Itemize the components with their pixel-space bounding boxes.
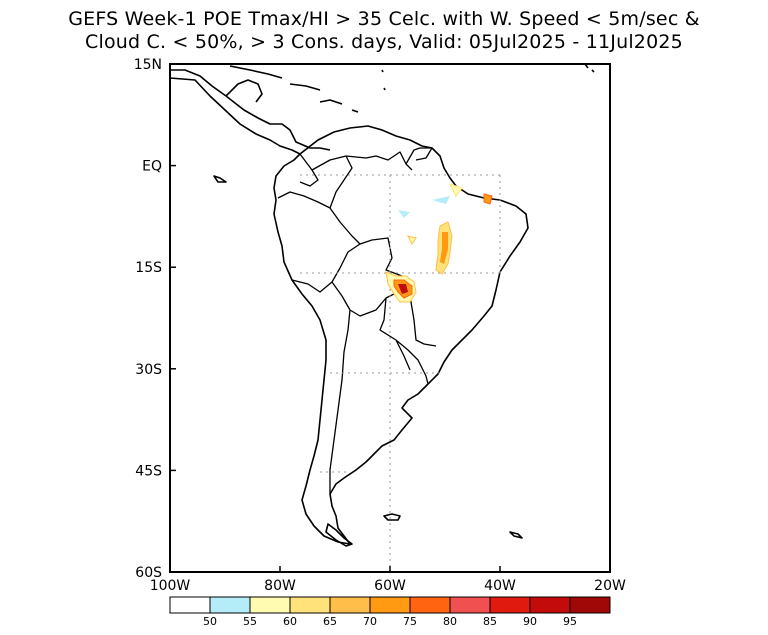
colorbar-swatch [169, 596, 211, 614]
contour-amazon-light [449, 183, 463, 197]
lon-tick-label: 80W [264, 578, 296, 594]
central-america-coast [169, 69, 331, 155]
colorbar-swatch [529, 596, 571, 614]
contour-high-pantanal-core [398, 284, 408, 294]
lon-tick-label: 20W [594, 578, 626, 594]
colorbar-label: 90 [523, 615, 537, 628]
galapagos [213, 175, 227, 183]
tierra-del-fuego [325, 523, 353, 547]
lat-tick-label: 15S [135, 260, 162, 276]
colorbar-swatch [289, 596, 331, 614]
contour-central-brazil-inner [440, 232, 448, 264]
coastlines-and-borders [169, 63, 595, 547]
lon-tick-label: 40W [484, 578, 516, 594]
colorbar-swatch [329, 596, 371, 614]
yucatan-coast [225, 79, 263, 103]
lon-tick-label: 60W [374, 578, 406, 594]
colorbar-label: 70 [363, 615, 377, 628]
south-america-coast [273, 125, 529, 545]
south-georgia [509, 531, 523, 539]
map-title-line-1: GEFS Week-1 POE Tmax/HI > 35 Celc. with … [68, 8, 700, 30]
country-borders [277, 147, 437, 494]
colorbar-swatch [369, 596, 411, 614]
contour-northeast [483, 193, 493, 205]
colorbar-label: 65 [323, 615, 337, 628]
colorbar-label: 60 [283, 615, 297, 628]
colorbar-label: 80 [443, 615, 457, 628]
latitude-axis: 15N EQ 15S 30S 45S 60S [134, 57, 176, 581]
colorbar-swatch [489, 596, 531, 614]
contour-amazon-cyan-2 [432, 196, 450, 204]
colorbar-label: 85 [483, 615, 497, 628]
lat-tick-label: 15N [134, 57, 162, 73]
lon-tick-label: 100W [150, 578, 191, 594]
contour-mato-grosso [407, 235, 417, 245]
colorbar-label: 95 [563, 615, 577, 628]
caribbean-islands [229, 63, 595, 113]
colorbar-label: 50 [203, 615, 217, 628]
falkland-islands [383, 513, 401, 521]
colorbar-swatch [249, 596, 291, 614]
probability-contours [385, 183, 493, 303]
map-frame [169, 63, 611, 573]
lat-tick-label: 60S [135, 565, 162, 581]
colorbar-swatch [449, 596, 491, 614]
colorbar-swatch [209, 596, 251, 614]
contour-amazon-cyan-1 [398, 210, 410, 218]
colorbar-swatch [569, 596, 611, 614]
gridlines [300, 174, 501, 572]
lat-tick-label: EQ [142, 159, 162, 175]
colorbar-label: 75 [403, 615, 417, 628]
colorbar: 50 55 60 65 70 75 80 85 90 95 [169, 596, 611, 628]
colorbar-swatch [409, 596, 451, 614]
longitude-axis: 100W 80W 60W 40W 20W [150, 566, 626, 594]
lat-tick-label: 30S [135, 362, 162, 378]
colorbar-label: 55 [243, 615, 257, 628]
lat-tick-label: 45S [135, 463, 162, 479]
map-title-line-2: Cloud C. < 50%, > 3 Cons. days, Valid: 0… [85, 31, 683, 53]
